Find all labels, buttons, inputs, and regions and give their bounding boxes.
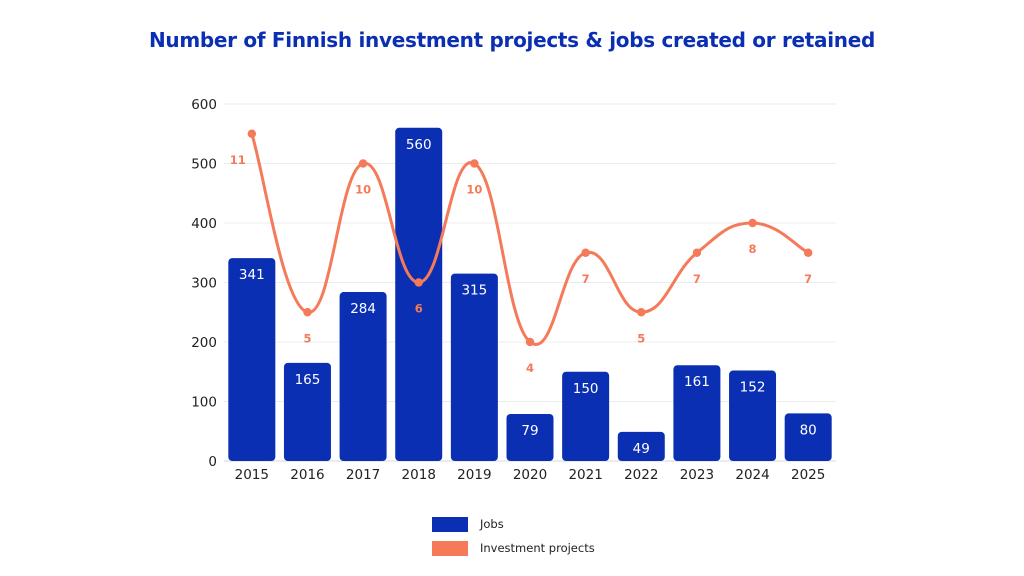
bar-value-label: 79 [521,423,538,439]
projects-point-2025 [803,248,813,257]
y-axis-ticks: 0 100 200 300 400 500 600 [191,97,217,470]
bar-jobs-2021 [562,371,610,461]
bar-jobs-2015 [228,258,276,461]
bar-jobs-2024 [729,370,777,461]
projects-point-2015 [247,129,257,138]
projects-point-2017 [358,159,368,168]
bar-value-label: 341 [239,267,265,283]
legend-swatch-projects [432,540,468,556]
y-tick-label: 400 [191,216,217,232]
projects-value-label: 11 [230,153,246,167]
x-tick-label: 2020 [513,467,547,483]
bar-jobs-2018 [395,127,443,462]
y-tick-label: 300 [191,276,217,292]
x-tick-label: 2017 [346,467,380,483]
x-tick-label: 2021 [568,467,602,483]
projects-point-2016 [303,308,312,317]
y-tick-label: 0 [208,454,217,470]
bar-jobs-2025 [784,413,832,461]
y-tick-label: 200 [191,335,217,351]
projects-point-2020 [525,337,535,347]
projects-value-label: 7 [693,272,701,286]
bar-jobs-2016 [283,362,331,461]
legend-item-jobs: Jobs [432,512,595,536]
bar-value-label: 161 [684,374,710,390]
projects-value-label: 8 [749,242,757,256]
bar-value-label: 152 [740,380,766,396]
bar-value-label: 315 [461,283,487,299]
projects-value-label: 4 [526,361,534,375]
legend-label-projects: Investment projects [480,541,595,555]
bar-jobs-2017 [339,292,387,461]
projects-point-2022 [637,308,646,317]
projects-point-2021 [581,248,590,257]
x-axis-ticks: 2015 2016 2017 2018 2019 2020 2021 2022 2023 2024… [235,467,826,483]
bar-jobs-2023 [673,365,721,461]
projects-point-2018 [414,278,423,287]
y-tick-label: 100 [191,395,217,411]
bar-jobs-2019 [450,273,498,461]
projects-value-label: 5 [637,331,645,345]
legend-label-jobs: Jobs [480,517,504,531]
projects-point-2023 [692,248,702,257]
bar-jobs-2022 [617,431,665,461]
projects-value-label: 6 [415,302,423,316]
projects-value-label: 7 [804,272,812,286]
x-tick-label: 2023 [680,467,714,483]
bar-value-label: 150 [573,381,599,397]
projects-point-2019 [470,159,479,168]
legend-swatch-jobs [432,516,468,532]
bar-value-label: 80 [800,422,817,438]
x-tick-label: 2016 [290,467,324,483]
x-tick-label: 2015 [235,467,269,483]
x-tick-label: 2018 [402,467,436,483]
bar-value-label: 165 [295,372,321,388]
bar-value-label: 560 [406,137,432,153]
x-tick-label: 2022 [624,467,658,483]
projects-line-path [250,132,810,346]
projects-value-label: 7 [582,272,590,286]
x-tick-label: 2025 [791,467,825,483]
legend-item-projects: Investment projects [432,536,595,560]
bar-jobs-2020 [506,413,554,461]
legend: Jobs Investment projects [432,512,595,560]
projects-point-2024 [748,218,757,228]
x-tick-label: 2019 [457,467,491,483]
jobs-bars: 341 165 284 560 315 79 150 49 161 152 80 [228,127,832,462]
projects-value-label: 10 [466,183,482,197]
chart-title: Number of Finnish investment projects & … [148,28,876,52]
projects-value-label: 5 [303,331,311,345]
projects-value-label: 10 [355,183,371,197]
projects-line: 11 5 10 6 10 4 7 5 7 8 7 [230,129,813,375]
y-tick-label: 500 [191,157,217,173]
y-tick-label: 600 [191,97,217,113]
x-tick-label: 2024 [735,467,769,483]
bar-value-label: 284 [350,301,376,317]
bar-value-label: 49 [633,441,650,457]
